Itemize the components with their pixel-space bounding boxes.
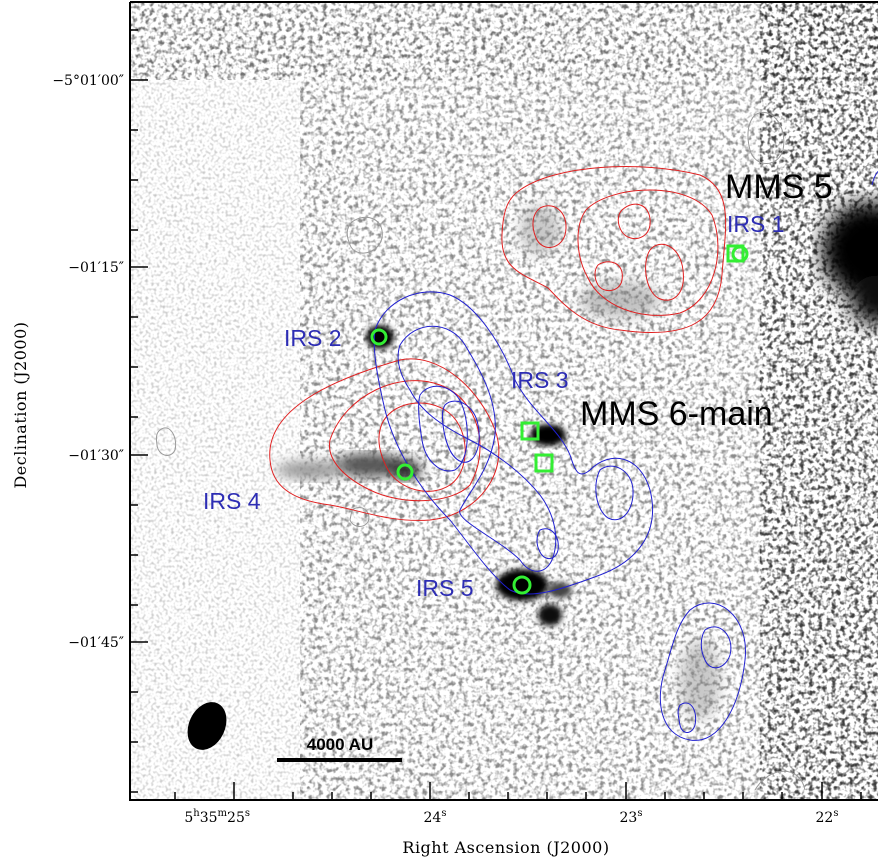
x-tick-label: 5h35m25s [184, 808, 250, 826]
mms5-emission [822, 202, 878, 325]
y-tick-label: −01′30″ [68, 448, 124, 464]
irs4-circle-marker [396, 463, 414, 481]
image-panel: 4000 AU MMS 5 MMS 6-main IRS 1 IRS 2 IRS… [130, 2, 878, 799]
y-tick-label: −01′45″ [68, 635, 124, 651]
irs2-label: IRS 2 [284, 325, 342, 351]
mms6-main-label: MMS 6-main [580, 395, 773, 433]
y-tick-label: −01′15″ [68, 260, 124, 276]
x-axis-title: Right Ascension (J2000) [402, 838, 609, 857]
faint-emission [520, 205, 720, 720]
gray-contours [155, 112, 878, 791]
x-tick-label: 23s [620, 808, 643, 826]
irs3-label: IRS 3 [511, 367, 569, 393]
mms6-square-marker [534, 453, 554, 473]
irs5-emission [496, 569, 572, 626]
mms5-label: MMS 5 [725, 168, 833, 206]
x-tick-marks [174, 782, 862, 800]
axes-frame [129, 1, 878, 801]
blue-contours [373, 170, 878, 741]
irs2-circle-marker [370, 328, 388, 346]
irs5-label: IRS 5 [416, 575, 474, 601]
x-tick-label: 22s [816, 808, 839, 826]
irs1-square-marker [726, 244, 745, 263]
markers [370, 244, 749, 595]
y-tick-marks [130, 29, 148, 793]
irs4-label: IRS 4 [203, 488, 261, 514]
y-tick-label: −5°01′00″ [52, 73, 124, 89]
x-tick-label: 24s [424, 808, 447, 826]
y-axis-title: Declination (J2000) [11, 321, 30, 488]
irs1-label: IRS 1 [727, 211, 785, 237]
irs4-emission [276, 453, 421, 480]
irs3-square-marker [520, 421, 540, 441]
irs3-emission [530, 424, 566, 446]
irs5-circle-marker [512, 575, 532, 595]
scale-bar-label: 4000 AU [307, 735, 373, 754]
beam-ellipse [187, 702, 227, 750]
